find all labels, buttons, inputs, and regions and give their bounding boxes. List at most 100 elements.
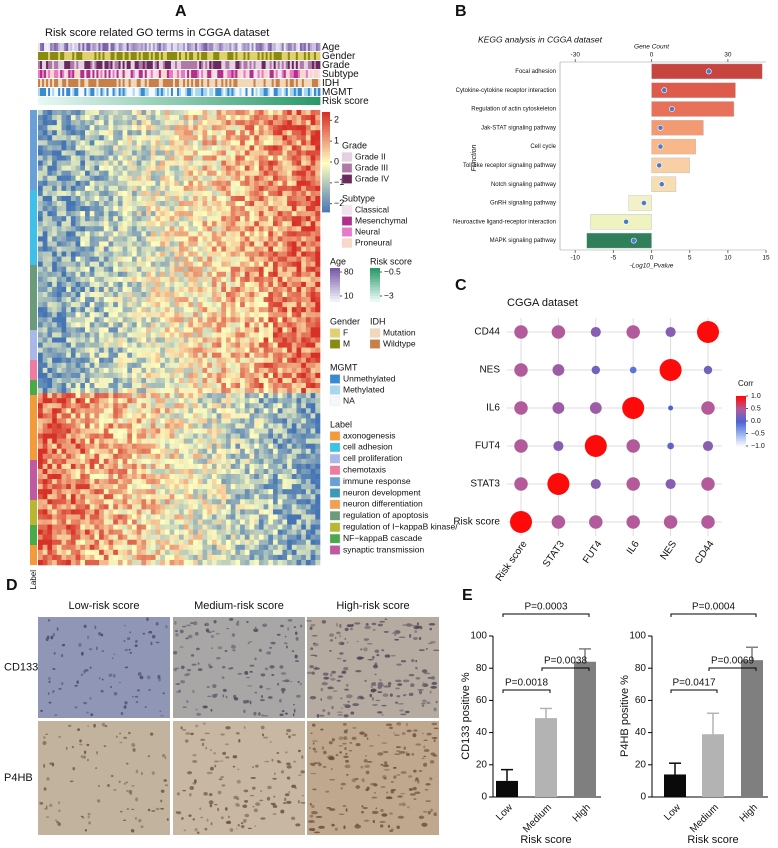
heatmap-cell	[52, 130, 58, 136]
heatmap-cell	[230, 165, 236, 171]
heatmap-cell	[188, 327, 194, 333]
heatmap-cell	[282, 413, 288, 419]
heatmap-cell	[52, 418, 58, 424]
heatmap-cell	[155, 241, 161, 247]
heatmap-cell	[169, 428, 175, 434]
heatmap-cell	[249, 145, 255, 151]
heatmap-cell	[305, 185, 311, 192]
heatmap-cell	[117, 201, 123, 207]
heatmap-cell	[70, 150, 76, 156]
heatmap-cell	[193, 337, 199, 343]
heatmap-cell	[282, 271, 288, 278]
heatmap-cell	[103, 271, 109, 278]
heatmap-cell	[155, 403, 161, 409]
heatmap-cell	[301, 342, 307, 348]
heatmap-cell	[188, 145, 194, 151]
heatmap-cell	[310, 211, 316, 217]
heatmap-cell	[211, 185, 217, 192]
heatmap-cell	[211, 312, 217, 318]
heatmap-cell	[150, 115, 156, 121]
heatmap-cell	[122, 438, 128, 444]
heatmap-cell	[85, 130, 90, 136]
heatmap-cell	[38, 140, 43, 146]
heatmap-cell	[296, 175, 302, 182]
heatmap-cell	[169, 418, 175, 424]
heatmap-cell	[211, 317, 217, 323]
heatmap-cell	[268, 231, 274, 237]
heatmap-cell	[287, 221, 293, 227]
annotation-cell	[181, 88, 184, 96]
heatmap-cell	[132, 165, 137, 171]
heatmap-cell	[42, 206, 48, 212]
heatmap-cell	[61, 383, 67, 389]
annotation-cell	[189, 88, 192, 96]
heatmap-cell	[99, 403, 105, 409]
heatmap-cell	[85, 433, 90, 439]
heatmap-cell	[230, 317, 236, 323]
heatmap-cell	[141, 362, 147, 369]
heatmap-cell	[85, 170, 90, 177]
heatmap-cell	[42, 383, 48, 389]
annotation-cell	[90, 97, 93, 105]
heatmap-cell	[164, 246, 170, 252]
heatmap-cell	[47, 403, 53, 409]
heatmap-cell	[132, 246, 137, 252]
heatmap-cell	[141, 256, 147, 262]
annotation-cell	[305, 43, 309, 51]
heatmap-cell	[249, 307, 255, 313]
heatmap-cell	[113, 125, 119, 131]
annotation-cell	[148, 61, 152, 69]
heatmap-cell	[305, 165, 311, 171]
heatmap-cell	[42, 216, 48, 222]
annotation-cell	[126, 88, 130, 96]
annotation-cell	[251, 52, 254, 60]
annotation-cell	[138, 70, 142, 78]
heatmap-cell	[296, 206, 302, 212]
heatmap-cell	[160, 216, 166, 222]
annotation-cell	[245, 70, 248, 78]
heatmap-cell	[80, 241, 86, 247]
annotation-cell	[156, 43, 160, 51]
heatmap-cell	[183, 251, 189, 257]
heatmap-cell	[226, 211, 231, 217]
annotation-cell	[197, 52, 200, 60]
heatmap-cell	[61, 261, 67, 268]
heatmap-cell	[113, 246, 119, 252]
annotation-cell	[237, 52, 240, 60]
annotation-cell	[100, 61, 103, 69]
heatmap-cell	[42, 261, 48, 268]
heatmap-cell	[282, 201, 288, 207]
heatmap-cell	[169, 337, 175, 343]
heatmap-cell	[136, 246, 142, 252]
heatmap-cell	[310, 367, 316, 374]
heatmap-cell	[235, 211, 241, 217]
heatmap-cell	[174, 226, 180, 232]
annotation-cell	[152, 52, 156, 60]
heatmap-cell	[277, 322, 283, 328]
annotation-cell	[152, 79, 156, 87]
heatmap-cell	[282, 438, 288, 444]
heatmap-cell	[38, 337, 43, 343]
heatmap-cell	[146, 383, 152, 389]
heatmap-cell	[240, 221, 246, 227]
heatmap-cell	[221, 231, 227, 237]
heatmap-cell	[230, 170, 236, 177]
heatmap-cell	[254, 307, 260, 313]
heatmap-cell	[103, 180, 109, 187]
heatmap-cell	[155, 120, 161, 126]
heatmap-cell	[193, 175, 199, 182]
heatmap-cell	[146, 438, 152, 444]
heatmap-cell	[85, 135, 90, 141]
heatmap-cell	[207, 236, 213, 242]
heatmap-cell	[291, 388, 297, 394]
heatmap-cell	[75, 120, 81, 126]
annotation-cell	[90, 43, 93, 51]
heatmap-cell	[108, 155, 114, 161]
annotation-cell	[207, 43, 210, 51]
heatmap-cell	[273, 423, 278, 429]
annotation-cell	[313, 88, 317, 96]
heatmap-cell	[164, 231, 170, 237]
annotation-cell	[76, 61, 79, 69]
heatmap-cell	[291, 180, 297, 187]
heatmap-cell	[305, 438, 311, 444]
